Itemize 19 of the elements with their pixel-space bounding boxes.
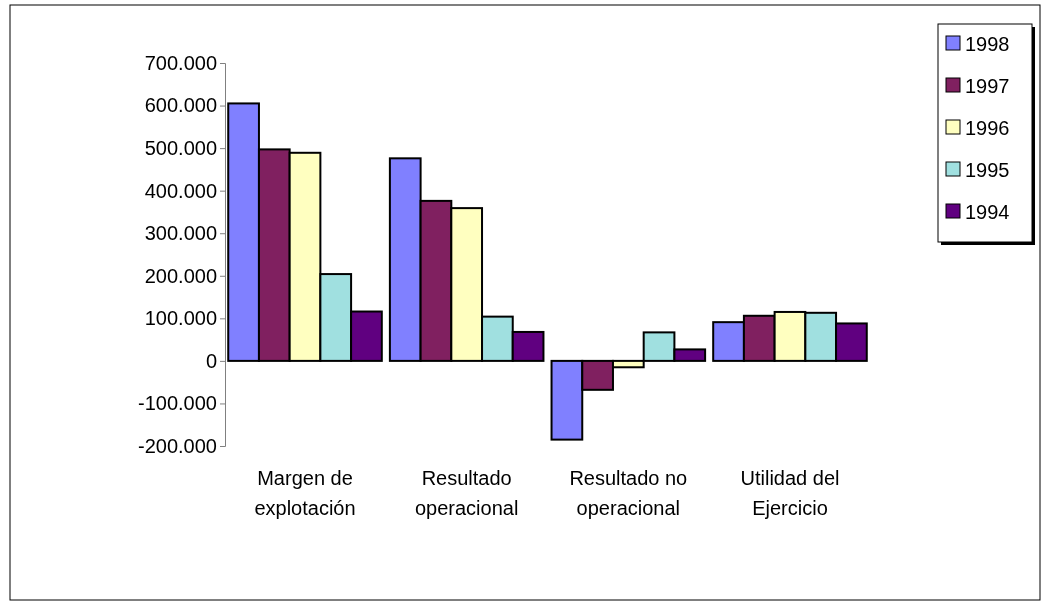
y-tick-label: 700.000 bbox=[144, 51, 217, 74]
x-tick-label: Margen de explotación bbox=[254, 467, 356, 519]
y-tick-label: 100.000 bbox=[144, 307, 217, 330]
y-tick-label: 600.000 bbox=[144, 94, 217, 117]
y-tick-label: 300.000 bbox=[144, 222, 217, 245]
y-tick-label: 0 bbox=[205, 349, 217, 372]
legend-label: 1996 bbox=[965, 117, 1010, 139]
legend-label: 1995 bbox=[965, 159, 1010, 181]
legend-label: 1997 bbox=[965, 75, 1010, 97]
x-tick-label: Utilidad del Ejercicio bbox=[740, 467, 840, 519]
y-tick-label: 400.000 bbox=[144, 179, 217, 202]
y-tick-label: -200.000 bbox=[138, 434, 217, 457]
x-tick-label: Resultado operacional bbox=[414, 467, 519, 519]
y-tick-label: -100.000 bbox=[138, 392, 217, 415]
legend-label: 1994 bbox=[965, 201, 1010, 223]
y-tick-label: 500.000 bbox=[144, 137, 217, 160]
x-tick-label: Resultado no operacional bbox=[569, 467, 688, 519]
y-tick-label: 200.000 bbox=[144, 264, 217, 287]
legend-label: 1998 bbox=[965, 33, 1010, 55]
